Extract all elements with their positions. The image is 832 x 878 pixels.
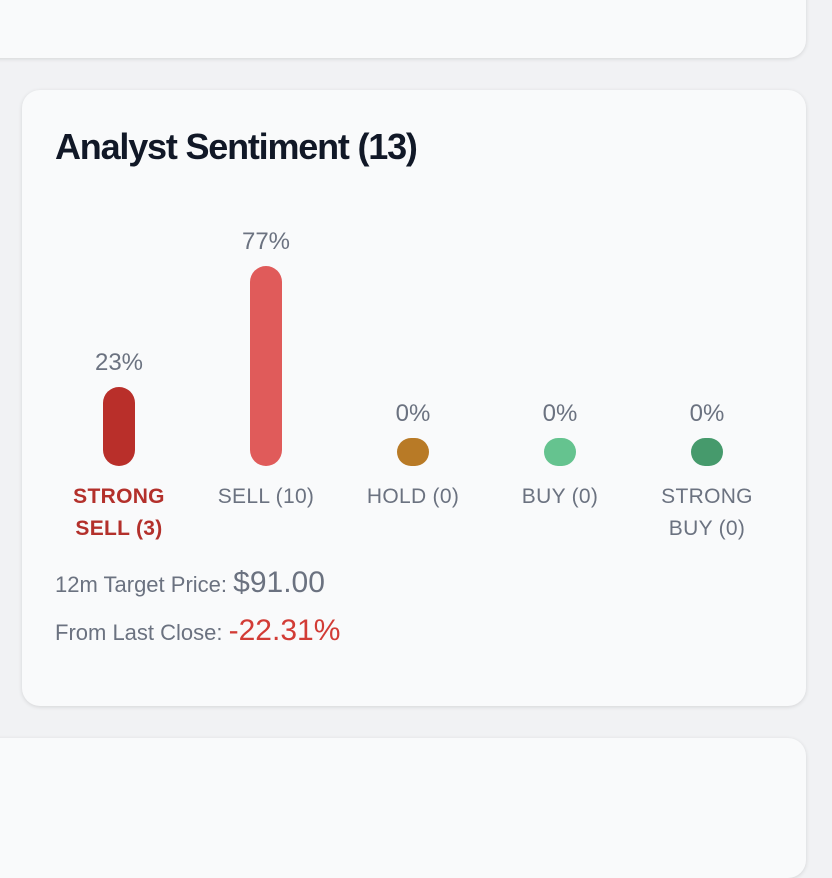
bar (250, 265, 282, 466)
bar (397, 438, 429, 466)
value-label: 77% (241, 227, 291, 255)
sentiment-card (22, 90, 806, 706)
change-row: From Last Close: -22.31% (55, 614, 340, 648)
value-label: 0% (689, 400, 725, 427)
bar (544, 438, 576, 466)
value-label: 23% (94, 348, 144, 376)
category-label: HOLD (0) (366, 485, 460, 508)
category-label: STRONG SELL (3) (73, 485, 165, 540)
next-card (0, 738, 806, 878)
previous-card (0, 0, 806, 58)
category-label: STRONG BUY (0) (661, 485, 753, 540)
target-value: $91.00 (233, 566, 325, 599)
value-label: 0% (542, 400, 578, 427)
category-label: BUY (0) (521, 485, 599, 508)
card-title: Analyst Sentiment (13) (55, 126, 418, 167)
bar (103, 386, 135, 466)
target-row: 12m Target Price: $91.00 (55, 566, 325, 600)
change-value: -22.31% (228, 614, 341, 647)
bar (691, 438, 723, 466)
page: Analyst Sentiment (13) 12m Target Price:… (0, 0, 806, 706)
category-label: SELL (10) (217, 485, 315, 508)
value-label: 0% (395, 400, 431, 427)
change-label: From Last Close: (55, 620, 223, 645)
target-label: 12m Target Price: (55, 572, 228, 597)
